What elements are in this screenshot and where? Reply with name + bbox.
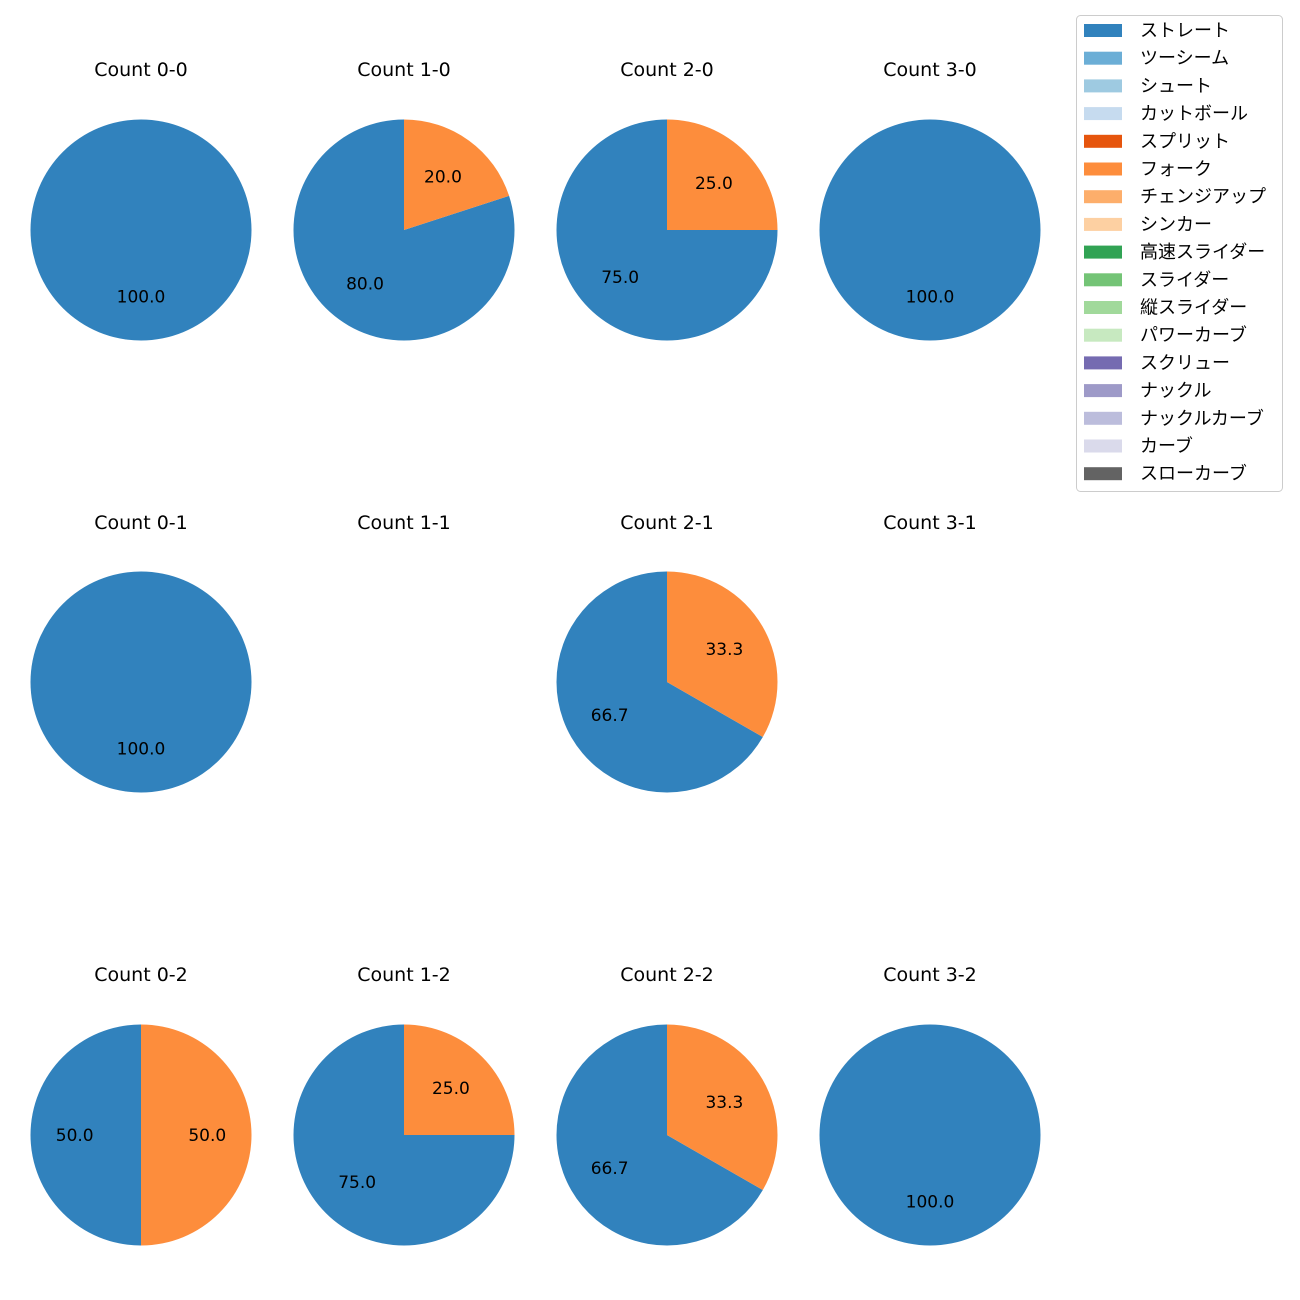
pie-count-1-1: Count 1-1 <box>357 512 451 534</box>
legend-label-13: ナックル <box>1140 381 1211 402</box>
legend-swatch-6 <box>1084 190 1122 204</box>
pie-slice-label: 100.0 <box>117 739 166 759</box>
pie-slice-count-3-0-0 <box>819 119 1041 341</box>
pie-slice-label: 33.3 <box>705 1093 743 1113</box>
pie-title: Count 1-0 <box>357 59 451 81</box>
pie-count-3-2: Count 3-2 100.0 <box>819 964 1041 1246</box>
legend-swatch-0 <box>1084 24 1122 37</box>
legend-label-5: フォーク <box>1140 159 1212 180</box>
legend: ストレートツーシームシュートカットボールスプリットフォークチェンジアップシンカー… <box>1076 15 1283 492</box>
pie-count-3-1: Count 3-1 <box>883 512 977 534</box>
legend-label-10: 縦スライダー <box>1140 298 1247 319</box>
pie-title: Count 3-1 <box>883 512 977 534</box>
pie-title: Count 1-1 <box>357 512 451 534</box>
legend-swatch-13 <box>1084 384 1122 398</box>
legend-swatch-16 <box>1084 467 1122 481</box>
pie-count-0-1: Count 0-1 100.0 <box>30 512 252 793</box>
pie-slice-label: 33.3 <box>705 640 743 660</box>
pie-title: Count 0-1 <box>94 512 188 534</box>
pie-slice-count-0-2-1 <box>141 1024 252 1246</box>
pie-count-2-2: Count 2-2 66.7 33.3 <box>556 964 778 1246</box>
pie-count-3-0: Count 3-0 100.0 <box>819 59 1041 341</box>
pie-slice-label: 75.0 <box>601 268 639 288</box>
pie-slice-count-1-0-0 <box>293 119 515 341</box>
legend-label-6: チェンジアップ <box>1140 187 1266 208</box>
pie-slice-label: 25.0 <box>695 174 733 194</box>
pie-title: Count 0-0 <box>94 59 188 81</box>
pie-slice-count-0-2-0 <box>30 1024 142 1246</box>
pie-slice-label: 66.7 <box>591 706 629 726</box>
pie-slice-count-2-2-1 <box>667 1024 778 1191</box>
pie-count-0-2: Count 0-2 50.0 50.0 <box>30 964 252 1246</box>
pie-count-2-1: Count 2-1 66.7 33.3 <box>556 512 778 793</box>
legend-swatch-5 <box>1084 162 1122 176</box>
legend-swatch-11 <box>1084 328 1122 342</box>
legend-label-15: カーブ <box>1140 435 1193 457</box>
pie-slice-count-2-0-1 <box>667 119 778 230</box>
pie-title: Count 1-2 <box>357 964 451 986</box>
legend-swatch-12 <box>1084 356 1122 370</box>
legend-label-4: スプリット <box>1140 131 1230 152</box>
legend-label-16: スローカーブ <box>1140 463 1247 485</box>
pie-count-1-0: Count 1-0 80.0 20.0 <box>293 59 515 341</box>
pie-slice-count-2-1-0 <box>556 571 763 793</box>
legend-label-3: カットボール <box>1140 104 1248 125</box>
legend-swatch-1 <box>1084 51 1122 65</box>
pie-title: Count 3-0 <box>883 59 977 81</box>
pie-slice-label: 20.0 <box>424 167 462 187</box>
legend-label-11: パワーカーブ <box>1140 324 1247 346</box>
legend-swatch-10 <box>1084 301 1122 314</box>
legend-swatch-3 <box>1084 107 1122 121</box>
legend-label-9: スライダー <box>1140 270 1229 291</box>
legend-swatch-9 <box>1084 273 1122 287</box>
pie-slice-label: 25.0 <box>432 1079 470 1099</box>
pie-slice-label: 66.7 <box>591 1159 629 1179</box>
pie-slice-count-2-1-1 <box>667 571 778 738</box>
legend-label-7: シンカー <box>1140 214 1212 235</box>
pie-slice-label: 75.0 <box>338 1173 376 1193</box>
legend-label-12: スクリュー <box>1140 353 1230 374</box>
pie-slice-count-0-1-0 <box>30 571 252 793</box>
pie-slice-count-1-0-1 <box>404 119 510 230</box>
pie-title: Count 2-2 <box>620 964 714 986</box>
legend-swatch-8 <box>1084 245 1122 259</box>
pie-slice-count-0-0-0 <box>30 119 252 341</box>
pie-slice-label: 100.0 <box>906 1192 955 1212</box>
pie-panels: Count 0-0 100.0 Count 1-0 80.0 20.0 Count 2-0… <box>30 59 1041 1246</box>
pie-title: Count 0-2 <box>94 964 188 986</box>
pie-count-1-2: Count 1-2 75.0 25.0 <box>293 964 515 1246</box>
pie-count-2-0: Count 2-0 75.0 25.0 <box>556 59 778 341</box>
pie-title: Count 2-1 <box>620 512 714 534</box>
pie-slice-label: 80.0 <box>346 275 384 295</box>
legend-label-14: ナックルカーブ <box>1140 407 1264 429</box>
legend-label-8: 高速スライダー <box>1140 242 1265 263</box>
legend-label-0: ストレート <box>1140 21 1230 42</box>
pie-title: Count 3-2 <box>883 964 977 986</box>
pie-slice-label: 50.0 <box>56 1126 94 1146</box>
pie-slice-count-2-2-0 <box>556 1024 763 1246</box>
legend-swatch-2 <box>1084 79 1122 93</box>
legend-swatch-4 <box>1084 134 1122 148</box>
pie-count-0-0: Count 0-0 100.0 <box>30 59 252 341</box>
legend-swatch-7 <box>1084 217 1122 231</box>
legend-swatch-14 <box>1084 411 1122 425</box>
pie-slice-label: 100.0 <box>906 287 955 307</box>
pie-slice-label: 100.0 <box>117 287 166 307</box>
pie-title: Count 2-0 <box>620 59 714 81</box>
pie-slice-label: 50.0 <box>188 1126 226 1146</box>
pie-slice-count-1-2-1 <box>404 1024 515 1135</box>
pie-slice-count-3-2-0 <box>819 1024 1041 1246</box>
legend-swatch-15 <box>1084 439 1122 453</box>
legend-label-2: シュート <box>1140 76 1212 97</box>
legend-label-1: ツーシーム <box>1140 48 1229 69</box>
legend-frame <box>1076 15 1283 492</box>
